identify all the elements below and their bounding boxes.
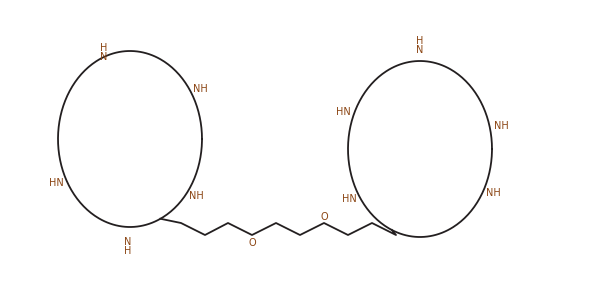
Text: HN: HN: [49, 178, 64, 188]
Text: HN: HN: [336, 107, 350, 117]
Text: NH: NH: [193, 84, 208, 94]
Text: HN: HN: [342, 194, 357, 204]
Text: N
H: N H: [124, 237, 131, 256]
Text: H
N: H N: [100, 43, 108, 62]
Text: NH: NH: [494, 121, 508, 131]
Text: NH: NH: [189, 191, 204, 200]
Text: H
N: H N: [416, 36, 423, 55]
Text: O: O: [248, 238, 256, 248]
Text: NH: NH: [487, 188, 501, 198]
Text: O: O: [320, 212, 328, 222]
